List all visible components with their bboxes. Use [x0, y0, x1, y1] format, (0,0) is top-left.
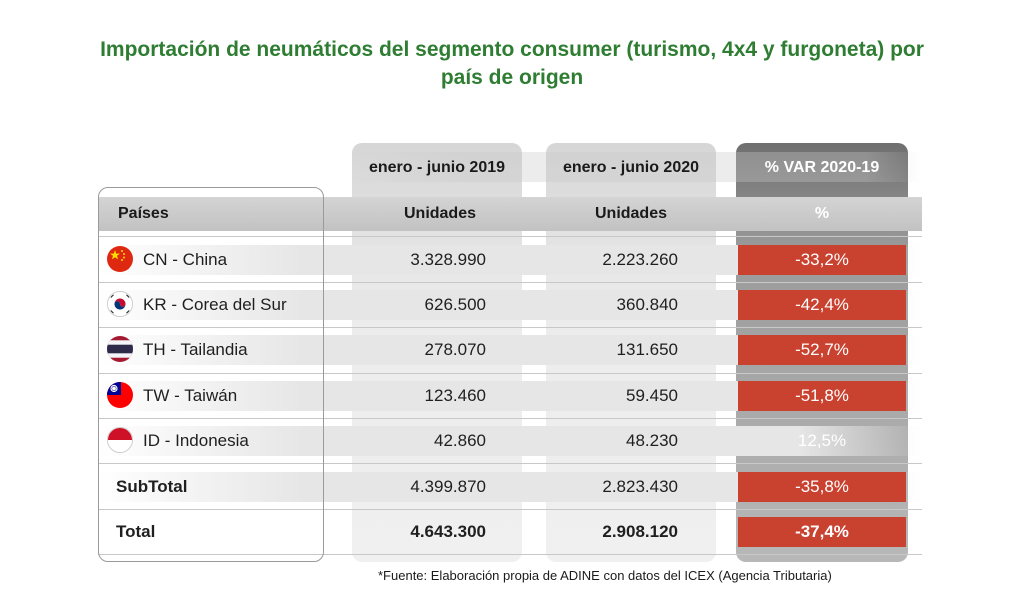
- units-2020: 360.840: [616, 295, 678, 314]
- row-divider: [98, 327, 922, 328]
- variation-cell: -33,2%: [738, 245, 906, 275]
- period-header-band: [352, 152, 922, 182]
- subtotal-2019: 4.399.870: [410, 477, 486, 496]
- units-2020-header: Unidades: [594, 205, 667, 222]
- row-divider: [98, 282, 922, 283]
- total-label: Total: [116, 522, 156, 541]
- period-2020-header: enero - junio 2020: [562, 159, 700, 176]
- title-line-2: país de origen: [440, 66, 584, 89]
- total-variation: -37,4%: [738, 517, 906, 547]
- country-name: ID - Indonesia: [143, 431, 249, 450]
- variation-cell: -52,7%: [738, 335, 906, 365]
- subtotal-label: SubTotal: [116, 477, 188, 496]
- south-korea-flag-icon: [107, 291, 133, 317]
- china-flag-icon: [107, 246, 133, 272]
- row-divider: [98, 509, 922, 510]
- country-name: TW - Taiwán: [143, 386, 238, 405]
- units-2019: 42.860: [434, 431, 486, 450]
- units-2019: 123.460: [424, 386, 486, 405]
- total-2019: 4.643.300: [410, 522, 486, 541]
- title-line-1: Importación de neumáticos del segmento c…: [100, 38, 924, 61]
- row-stripe: [98, 426, 922, 456]
- units-2019-header: Unidades: [403, 205, 476, 222]
- country-column-frame: [98, 187, 324, 562]
- page-title: Importación de neumáticos del segmento c…: [0, 36, 1024, 92]
- period-2019-header: enero - junio 2019: [368, 159, 506, 176]
- row-divider: [98, 463, 922, 464]
- source-footnote: *Fuente: Elaboración propia de ADINE con…: [378, 568, 832, 583]
- pct-header: %: [814, 205, 830, 222]
- var-header: % VAR 2020-19: [764, 159, 880, 176]
- countries-header: Países: [118, 205, 169, 222]
- row-divider: [98, 554, 922, 555]
- units-2019: 278.070: [424, 340, 486, 359]
- subtotal-2020: 2.823.430: [602, 477, 678, 496]
- units-2019: 626.500: [424, 295, 486, 314]
- row-divider: [98, 373, 922, 374]
- indonesia-flag-icon: [107, 427, 133, 453]
- country-name: TH - Tailandia: [143, 340, 248, 359]
- country-name: KR - Corea del Sur: [143, 295, 287, 314]
- units-2020: 59.450: [626, 386, 678, 405]
- total-2020: 2.908.120: [602, 522, 678, 541]
- units-2020: 2.223.260: [602, 250, 678, 269]
- units-2020: 48.230: [626, 431, 678, 450]
- row-divider: [98, 236, 922, 237]
- row-divider: [98, 418, 922, 419]
- variation-cell: -42,4%: [738, 290, 906, 320]
- variation-cell: 12,5%: [797, 431, 847, 450]
- units-2019: 3.328.990: [410, 250, 486, 269]
- country-name: CN - China: [143, 250, 228, 269]
- thailand-flag-icon: [107, 336, 133, 362]
- units-2020: 131.650: [616, 340, 678, 359]
- table-header-row: [98, 197, 922, 231]
- subtotal-variation: -35,8%: [738, 472, 906, 502]
- variation-cell: -51,8%: [738, 381, 906, 411]
- taiwan-flag-icon: [107, 382, 133, 408]
